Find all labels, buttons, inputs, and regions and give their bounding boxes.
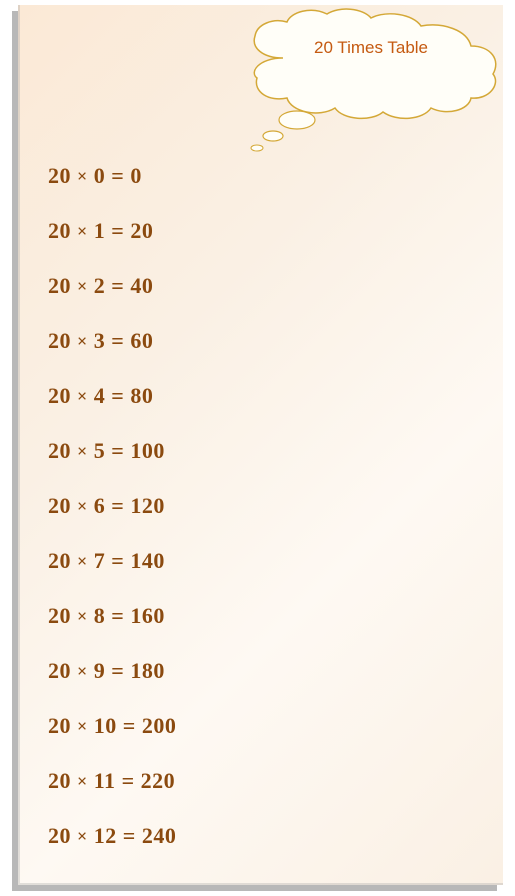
times-symbol: × — [77, 826, 88, 846]
title-text: 20 Times Table — [314, 38, 428, 57]
product: 220 — [141, 768, 176, 793]
multiplier: 11 — [94, 768, 116, 793]
multiplicand: 20 — [48, 548, 71, 573]
product: 100 — [130, 438, 165, 463]
equation-row: 20 × 0 = 0 — [48, 163, 176, 189]
equation-row: 20 × 9 = 180 — [48, 658, 176, 684]
multiplicand: 20 — [48, 438, 71, 463]
times-symbol: × — [77, 276, 88, 296]
times-symbol: × — [77, 716, 88, 736]
times-symbol: × — [77, 771, 88, 791]
equation-row: 20 × 8 = 160 — [48, 603, 176, 629]
product: 160 — [130, 603, 165, 628]
times-symbol: × — [77, 441, 88, 461]
times-symbol: × — [77, 386, 88, 406]
equation-row: 20 × 4 = 80 — [48, 383, 176, 409]
thought-cloud: 20 Times Table — [243, 8, 508, 153]
multiplicand: 20 — [48, 163, 71, 188]
multiplier: 5 — [94, 438, 106, 463]
multiplicand: 20 — [48, 713, 71, 738]
product: 80 — [130, 383, 153, 408]
product: 240 — [142, 823, 177, 848]
times-symbol: × — [77, 496, 88, 516]
multiplier: 3 — [94, 328, 106, 353]
multiplier: 6 — [94, 493, 106, 518]
multiplicand: 20 — [48, 328, 71, 353]
product: 60 — [130, 328, 153, 353]
times-table-card: 20 Times Table 20 × 0 = 0 20 × 1 = 20 20… — [18, 5, 503, 885]
equation-row: 20 × 10 = 200 — [48, 713, 176, 739]
times-symbol: × — [77, 166, 88, 186]
multiplicand: 20 — [48, 273, 71, 298]
multiplier: 1 — [94, 218, 106, 243]
equation-row: 20 × 7 = 140 — [48, 548, 176, 574]
multiplicand: 20 — [48, 768, 71, 793]
multiplier: 2 — [94, 273, 106, 298]
equation-row: 20 × 12 = 240 — [48, 823, 176, 849]
multiplicand: 20 — [48, 658, 71, 683]
multiplicand: 20 — [48, 493, 71, 518]
multiplicand: 20 — [48, 383, 71, 408]
multiplier: 12 — [94, 823, 117, 848]
product: 20 — [130, 218, 153, 243]
multiplier: 0 — [94, 163, 106, 188]
product: 180 — [130, 658, 165, 683]
times-symbol: × — [77, 221, 88, 241]
product: 40 — [130, 273, 153, 298]
equation-row: 20 × 1 = 20 — [48, 218, 176, 244]
product: 0 — [130, 163, 142, 188]
equation-row: 20 × 6 = 120 — [48, 493, 176, 519]
product: 140 — [130, 548, 165, 573]
product: 120 — [130, 493, 165, 518]
equations-list: 20 × 0 = 0 20 × 1 = 20 20 × 2 = 40 20 × … — [48, 163, 176, 849]
times-symbol: × — [77, 331, 88, 351]
equation-row: 20 × 3 = 60 — [48, 328, 176, 354]
multiplier: 4 — [94, 383, 106, 408]
equation-row: 20 × 5 = 100 — [48, 438, 176, 464]
multiplier: 10 — [94, 713, 117, 738]
cloud-icon: 20 Times Table — [243, 8, 508, 153]
multiplier: 8 — [94, 603, 106, 628]
product: 200 — [142, 713, 177, 738]
times-symbol: × — [77, 606, 88, 626]
equation-row: 20 × 2 = 40 — [48, 273, 176, 299]
multiplier: 7 — [94, 548, 106, 573]
times-symbol: × — [77, 551, 88, 571]
equation-row: 20 × 11 = 220 — [48, 768, 176, 794]
multiplicand: 20 — [48, 823, 71, 848]
multiplicand: 20 — [48, 218, 71, 243]
times-symbol: × — [77, 661, 88, 681]
multiplicand: 20 — [48, 603, 71, 628]
multiplier: 9 — [94, 658, 106, 683]
